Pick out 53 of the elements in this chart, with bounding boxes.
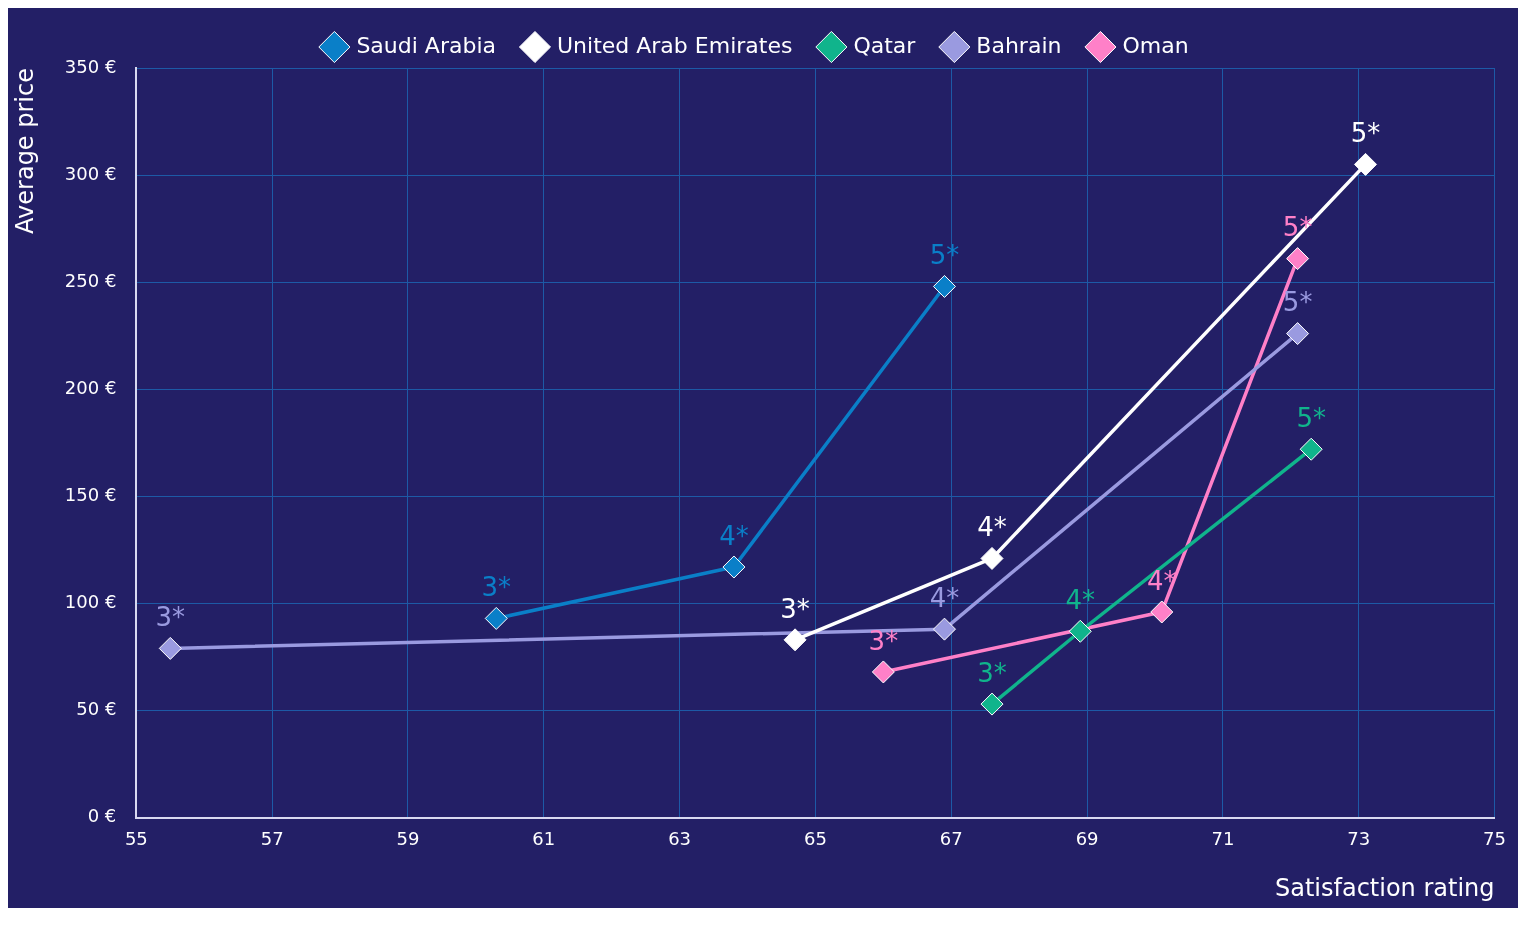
annotation: 3* bbox=[481, 572, 512, 603]
y-tick-label: 100 € bbox=[64, 591, 117, 613]
point bbox=[1299, 437, 1323, 461]
y-tick-label: 0 € bbox=[87, 805, 117, 827]
annotation: 4* bbox=[719, 520, 749, 551]
y-tick-label: 350 € bbox=[64, 55, 117, 77]
point bbox=[932, 617, 956, 641]
annotation: 4* bbox=[929, 582, 960, 613]
annotation: 3* bbox=[977, 657, 1007, 688]
annotation: 3* bbox=[868, 625, 899, 656]
point bbox=[783, 628, 807, 652]
point bbox=[722, 555, 746, 579]
x-tick-label: 65 bbox=[803, 828, 827, 850]
x-tick-label: 57 bbox=[260, 828, 284, 850]
y-tick-label: 300 € bbox=[64, 162, 117, 184]
x-tick-label: 67 bbox=[939, 828, 963, 850]
legend-label: United Arab Emirates bbox=[556, 32, 793, 58]
annotation: 5* bbox=[1296, 402, 1326, 433]
x-tick-label: 61 bbox=[532, 828, 556, 850]
annotation: 3* bbox=[780, 593, 810, 624]
point bbox=[980, 546, 1004, 570]
annotation: 4* bbox=[977, 512, 1007, 543]
point bbox=[1068, 619, 1092, 643]
point bbox=[1150, 600, 1174, 624]
annotation: 5* bbox=[1350, 118, 1381, 149]
x-axis-title: Satisfaction rating bbox=[1274, 873, 1495, 902]
x-tick-label: 69 bbox=[1075, 828, 1099, 850]
x-tick-label: 63 bbox=[668, 828, 692, 850]
point bbox=[871, 660, 895, 684]
point bbox=[932, 274, 956, 298]
legend-label: Saudi Arabia bbox=[356, 32, 496, 58]
x-tick-label: 59 bbox=[396, 828, 420, 850]
annotation: 5* bbox=[1282, 287, 1313, 318]
x-tick-label: 55 bbox=[124, 828, 148, 850]
x-tick-label: 71 bbox=[1211, 828, 1235, 850]
legend-label: Qatar bbox=[853, 32, 917, 58]
point bbox=[1286, 247, 1310, 271]
legend-label: Bahrain bbox=[976, 32, 1062, 58]
y-tick-label: 150 € bbox=[64, 484, 117, 506]
y-tick-label: 200 € bbox=[64, 376, 117, 398]
point bbox=[1354, 152, 1378, 176]
annotation: 4* bbox=[1065, 585, 1096, 616]
point bbox=[1286, 322, 1310, 346]
point bbox=[484, 606, 508, 630]
x-tick-label: 73 bbox=[1347, 828, 1371, 850]
annotation: 3* bbox=[155, 602, 186, 633]
point bbox=[980, 692, 1004, 716]
legend-label: Oman bbox=[1122, 32, 1189, 58]
y-tick-label: 250 € bbox=[64, 269, 117, 291]
y-axis-title: Average price bbox=[10, 68, 39, 234]
y-tick-label: 50 € bbox=[76, 698, 117, 720]
point bbox=[158, 636, 182, 660]
x-tick-label: 75 bbox=[1483, 828, 1506, 850]
